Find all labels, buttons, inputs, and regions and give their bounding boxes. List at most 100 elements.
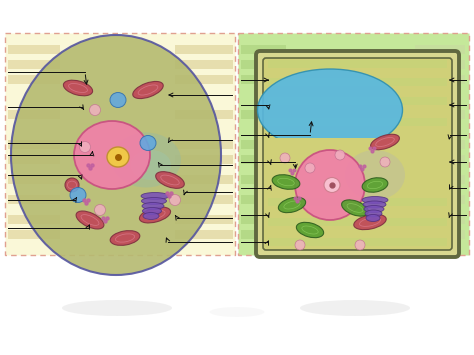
Ellipse shape (300, 300, 410, 316)
Ellipse shape (278, 197, 306, 213)
Bar (8, 110, 60, 119)
Bar (268, 78, 447, 86)
Ellipse shape (364, 206, 384, 213)
Bar (415, 155, 465, 164)
Ellipse shape (170, 195, 181, 206)
Ellipse shape (76, 211, 104, 229)
Ellipse shape (345, 150, 405, 200)
Ellipse shape (295, 240, 305, 250)
Bar (267, 138, 448, 188)
Bar (8, 175, 60, 184)
Ellipse shape (65, 178, 79, 192)
Bar (175, 195, 233, 204)
Bar (238, 33, 469, 255)
Ellipse shape (142, 197, 166, 204)
Bar (268, 198, 447, 206)
Bar (241, 140, 286, 149)
Bar (415, 195, 465, 204)
Ellipse shape (62, 300, 172, 316)
Ellipse shape (80, 142, 91, 153)
Ellipse shape (355, 240, 365, 250)
Ellipse shape (143, 208, 162, 214)
Bar (5, 33, 235, 255)
Ellipse shape (354, 214, 386, 230)
Bar (241, 175, 286, 184)
Ellipse shape (272, 175, 300, 189)
Ellipse shape (70, 187, 86, 202)
Ellipse shape (142, 202, 164, 209)
Ellipse shape (295, 150, 365, 220)
Bar (175, 140, 233, 149)
Ellipse shape (280, 153, 290, 163)
Bar (415, 230, 465, 239)
Ellipse shape (335, 150, 345, 160)
Ellipse shape (257, 69, 402, 151)
Bar (175, 110, 233, 119)
FancyBboxPatch shape (263, 58, 452, 250)
Ellipse shape (305, 163, 315, 173)
Bar (175, 45, 233, 54)
Ellipse shape (362, 178, 388, 192)
Ellipse shape (133, 81, 163, 99)
Bar (8, 75, 60, 84)
Bar (268, 97, 447, 105)
Bar (268, 178, 447, 186)
Ellipse shape (324, 178, 340, 192)
Bar (241, 230, 286, 239)
Ellipse shape (11, 35, 221, 275)
Bar (415, 140, 465, 149)
Bar (241, 195, 286, 204)
Bar (241, 45, 286, 54)
Ellipse shape (362, 197, 388, 203)
Bar (268, 118, 447, 126)
Ellipse shape (296, 222, 324, 237)
Ellipse shape (90, 104, 100, 115)
Bar (241, 75, 286, 84)
Ellipse shape (380, 157, 390, 167)
Bar (175, 75, 233, 84)
Ellipse shape (365, 210, 382, 217)
Bar (415, 110, 465, 119)
Bar (175, 60, 233, 69)
Ellipse shape (74, 121, 150, 189)
Ellipse shape (366, 214, 380, 222)
Ellipse shape (140, 136, 156, 151)
Ellipse shape (139, 207, 171, 223)
Ellipse shape (342, 200, 368, 216)
Ellipse shape (143, 213, 159, 219)
Ellipse shape (111, 132, 181, 187)
Bar (415, 45, 465, 54)
Bar (241, 110, 286, 119)
Ellipse shape (371, 134, 400, 150)
Bar (175, 175, 233, 184)
Ellipse shape (210, 307, 264, 317)
Bar (8, 230, 60, 239)
Bar (175, 230, 233, 239)
Ellipse shape (155, 172, 184, 189)
Bar (8, 140, 60, 149)
Bar (415, 215, 465, 224)
Bar (8, 45, 60, 54)
Ellipse shape (110, 231, 140, 245)
Ellipse shape (107, 147, 129, 167)
Bar (8, 60, 60, 69)
Bar (241, 215, 286, 224)
Bar (8, 155, 60, 164)
Ellipse shape (141, 192, 169, 200)
Bar (415, 60, 465, 69)
Ellipse shape (131, 150, 171, 180)
Bar (415, 175, 465, 184)
Bar (8, 215, 60, 224)
Ellipse shape (110, 93, 126, 108)
FancyBboxPatch shape (256, 51, 459, 257)
Ellipse shape (64, 80, 92, 96)
Bar (268, 138, 447, 146)
Ellipse shape (94, 204, 106, 215)
Bar (268, 158, 447, 166)
Bar (415, 75, 465, 84)
Bar (175, 155, 233, 164)
Bar (268, 218, 447, 226)
Bar (8, 195, 60, 204)
Bar (175, 215, 233, 224)
Bar (241, 155, 286, 164)
